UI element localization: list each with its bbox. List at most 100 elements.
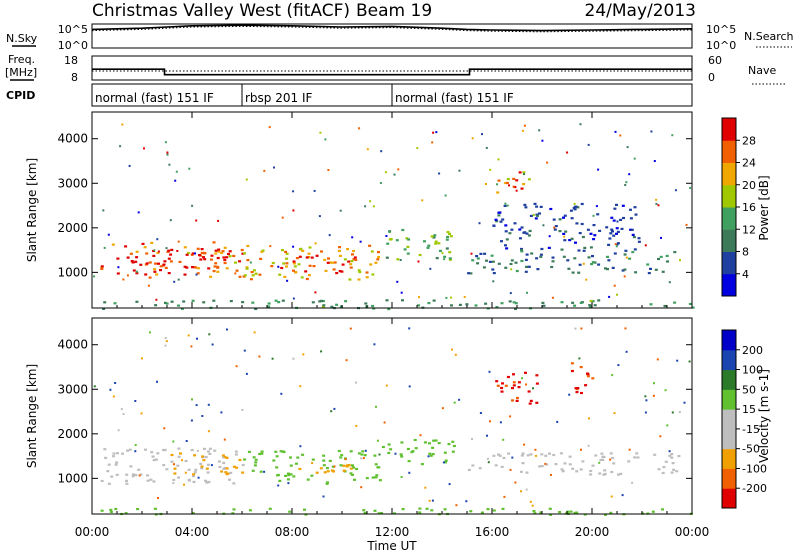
- heat-cell: [554, 463, 558, 466]
- heat-cell: [203, 251, 207, 255]
- heat-cell: [349, 467, 353, 470]
- heat-cell: [131, 473, 135, 476]
- heat-cell: [253, 464, 257, 467]
- heat-cell: [525, 265, 528, 268]
- heat-speckle: [492, 280, 495, 283]
- heat-cell: [357, 269, 361, 272]
- heat-cell: [153, 268, 157, 271]
- heat-cell: [243, 252, 246, 255]
- heat-cell: [298, 255, 302, 258]
- heat-speckle: [548, 235, 551, 238]
- heat-cell: [350, 260, 354, 263]
- heat-speckle: [538, 129, 541, 132]
- heat-cell: [522, 183, 526, 186]
- heat-cell: [377, 251, 380, 254]
- heat-speckle: [582, 262, 585, 265]
- heat-cell: [560, 468, 564, 471]
- heat-cell: [243, 458, 247, 461]
- heat-cell: [306, 478, 310, 481]
- heat-cell: [150, 241, 154, 244]
- heat-cell: [151, 455, 155, 458]
- heat-speckle: [471, 137, 474, 140]
- heat-cell: [308, 264, 312, 267]
- heat-cell: [135, 250, 139, 253]
- heat-speckle: [197, 476, 200, 479]
- heat-cell: [476, 257, 480, 260]
- heat-cell: [204, 456, 208, 459]
- heat-speckle: [573, 202, 576, 205]
- heat-cell: [145, 262, 149, 265]
- velocity-heatmap: [93, 327, 693, 516]
- heat-cell: [529, 214, 533, 217]
- heat-cell: [100, 509, 104, 512]
- heat-cell: [524, 206, 528, 209]
- heat-cell: [535, 374, 539, 377]
- heat-cell: [573, 257, 577, 260]
- freq-left-tick-bottom: 8: [71, 71, 78, 84]
- heat-cell: [505, 181, 509, 185]
- heat-speckle: [397, 168, 400, 171]
- heat-speckle: [588, 417, 590, 420]
- heat-cell: [519, 470, 523, 473]
- station-title: Christmas Valley West (fitACF): [92, 1, 350, 21]
- heat-cell: [503, 204, 507, 207]
- heat-cell: [339, 456, 343, 459]
- heat-cell: [523, 231, 527, 234]
- heat-cell: [589, 469, 593, 473]
- heat-cell: [340, 270, 344, 273]
- heat-cell: [225, 456, 229, 459]
- heat-cell: [672, 468, 676, 471]
- heat-cell: [649, 303, 653, 306]
- heat-cell: [504, 181, 508, 185]
- heat-cell: [501, 382, 504, 385]
- heat-speckle: [597, 168, 600, 171]
- heat-cell: [126, 256, 130, 259]
- heat-speckle: [394, 452, 397, 455]
- heat-cell: [495, 220, 499, 223]
- heat-cell: [373, 454, 377, 457]
- heat-cell: [321, 300, 325, 303]
- heat-cell: [624, 249, 628, 252]
- heat-speckle: [141, 357, 143, 360]
- heat-cell: [292, 260, 296, 263]
- heat-cell: [495, 306, 499, 309]
- heat-cell: [539, 253, 543, 256]
- heat-speckle: [578, 357, 581, 360]
- heat-cell: [183, 246, 187, 249]
- power-y-axis-label: Slant Range [km]: [25, 158, 39, 262]
- heat-cell: [139, 263, 143, 266]
- heat-cell: [597, 299, 601, 302]
- heat-cell: [223, 246, 227, 249]
- heat-cell: [235, 466, 239, 469]
- heat-cell: [500, 240, 503, 243]
- heat-cell: [232, 482, 236, 485]
- heat-cell: [213, 265, 217, 268]
- heat-cell: [449, 235, 453, 238]
- power-colorbar-label: Power [dB]: [757, 175, 771, 240]
- heat-speckle: [137, 211, 140, 214]
- heat-speckle: [551, 296, 554, 299]
- heat-cell: [235, 269, 239, 272]
- heat-cell: [374, 261, 378, 264]
- heat-cell: [154, 304, 158, 307]
- heat-cell: [548, 507, 552, 510]
- heat-cell: [520, 454, 524, 457]
- heat-cell: [136, 508, 140, 511]
- heat-cell: [320, 299, 324, 302]
- heat-cell: [511, 399, 514, 402]
- heat-cell: [568, 455, 572, 458]
- heat-speckle: [195, 404, 198, 407]
- heat-cell: [589, 299, 593, 303]
- heat-cell: [232, 254, 236, 258]
- heat-cell: [225, 256, 229, 259]
- heat-cell: [148, 276, 152, 279]
- heat-cell: [252, 456, 256, 459]
- heat-speckle: [652, 394, 655, 397]
- heat-cell: [558, 218, 562, 221]
- heat-cell: [283, 275, 287, 278]
- heat-cell: [633, 206, 637, 209]
- heat-cell: [612, 219, 616, 222]
- heat-cell: [423, 240, 426, 243]
- heat-cell: [259, 257, 263, 260]
- heat-cell: [590, 263, 594, 266]
